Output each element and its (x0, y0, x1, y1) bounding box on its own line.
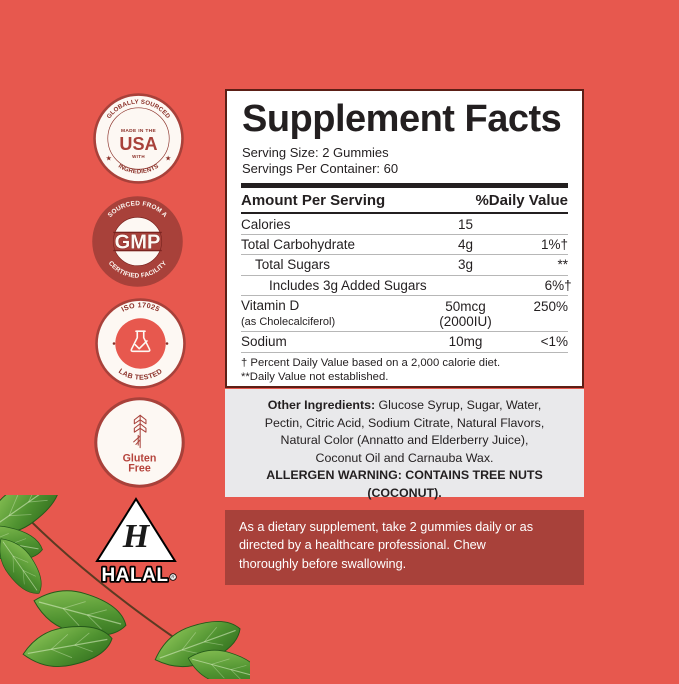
svg-text:★: ★ (105, 154, 111, 162)
svg-text:MADE IN THE: MADE IN THE (120, 128, 155, 134)
svg-text:WITH: WITH (132, 153, 145, 158)
svg-text:HALAL: HALAL (102, 565, 169, 585)
svg-text:H: H (122, 518, 151, 555)
svg-text:★: ★ (165, 154, 171, 162)
svg-text:Free: Free (128, 462, 151, 474)
svg-text:GMP: GMP (114, 231, 160, 253)
svg-text:USA: USA (119, 133, 157, 153)
